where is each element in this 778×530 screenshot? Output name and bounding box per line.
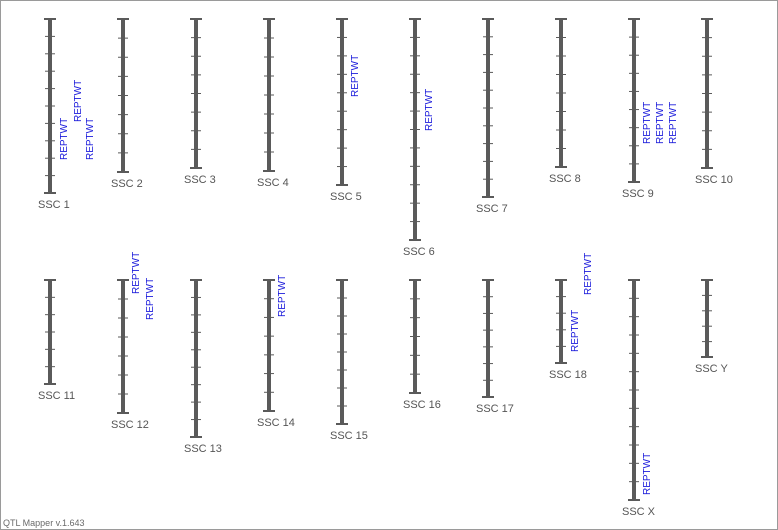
ssc-5-label: SSC 5 xyxy=(330,191,362,203)
ssc-10-label: SSC 10 xyxy=(695,174,733,186)
ssc-4-label: SSC 4 xyxy=(257,177,289,189)
ssc-8-label: SSC 8 xyxy=(549,173,581,185)
ssc-18-label: SSC 18 xyxy=(549,369,587,381)
ssc-9-qtl-label: REPTWT xyxy=(642,102,653,144)
ssc-x-label: SSC X xyxy=(622,506,656,518)
ssc-14-qtl-label: REPTWT xyxy=(277,275,288,317)
ssc-14-label: SSC 14 xyxy=(257,417,295,429)
ssc-12-label: SSC 12 xyxy=(111,419,149,431)
ssc-13-label: SSC 13 xyxy=(184,443,222,455)
version-footer: QTL Mapper v.1.643 xyxy=(3,518,85,528)
ssc-16-label: SSC 16 xyxy=(403,399,441,411)
ssc-2-label: SSC 2 xyxy=(111,178,143,190)
ssc-12-qtl-label: REPTWT xyxy=(131,252,142,294)
ssc-9-label: SSC 9 xyxy=(622,188,654,200)
ssc-1-label: SSC 1 xyxy=(38,199,70,211)
ssc-1-qtl-label: REPTWT xyxy=(73,80,84,122)
ssc-15-label: SSC 15 xyxy=(330,430,368,442)
ssc-9-qtl-label: REPTWT xyxy=(655,102,666,144)
ssc-y-label: SSC Y xyxy=(695,363,728,375)
ssc-1-qtl-label: REPTWT xyxy=(85,118,96,160)
ssc-18-qtl-label: REPTWT xyxy=(583,253,594,295)
ssc-7-label: SSC 7 xyxy=(476,203,508,215)
ssc-1-qtl-label: REPTWT xyxy=(59,118,70,160)
ssc-9-qtl-label: REPTWT xyxy=(668,102,679,144)
ssc-18-qtl-label: REPTWT xyxy=(570,310,581,352)
ssc-3-label: SSC 3 xyxy=(184,174,216,186)
ssc-x-qtl-label: REPTWT xyxy=(642,453,653,495)
ssc-5-qtl-label: REPTWT xyxy=(350,55,361,97)
ssc-11-label: SSC 11 xyxy=(38,390,75,402)
ssc-17-label: SSC 17 xyxy=(476,403,514,415)
ssc-6-qtl-label: REPTWT xyxy=(424,89,435,131)
ssc-12-qtl-label: REPTWT xyxy=(145,278,156,320)
ssc-6-label: SSC 6 xyxy=(403,246,435,258)
